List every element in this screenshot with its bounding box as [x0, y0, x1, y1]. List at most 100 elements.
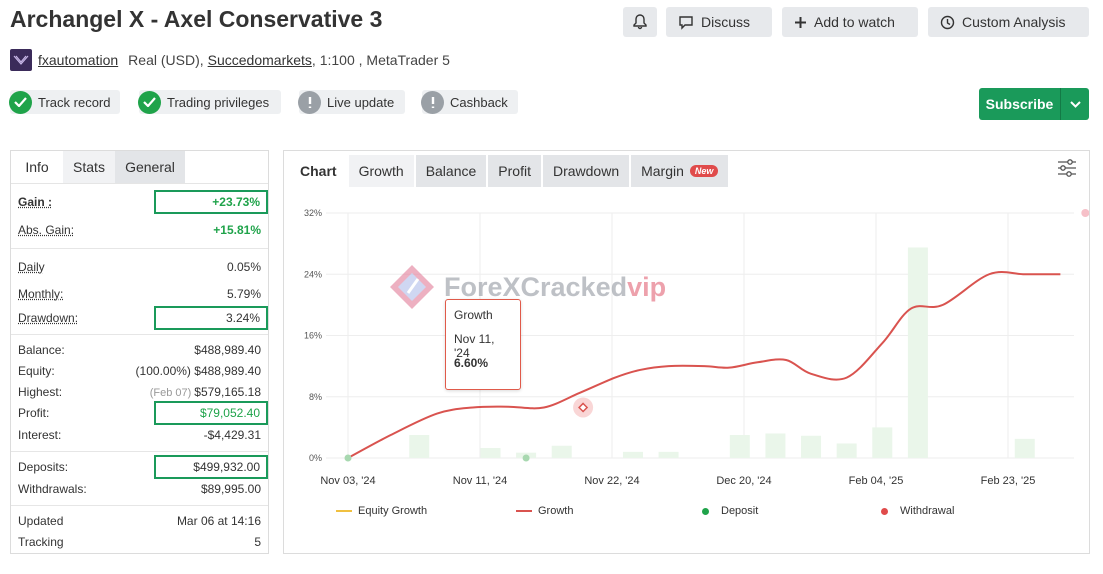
equity-bar: [872, 427, 893, 458]
growth-chart[interactable]: 0% 8% 16% 24% 32% Nov 03, '24 Nov 11, '24 Nov 2…: [284, 191, 1089, 501]
tab-growth[interactable]: Growth: [348, 155, 414, 187]
legend-growth[interactable]: Growth: [516, 505, 573, 517]
legend-withdrawal[interactable]: Withdrawal: [881, 505, 954, 517]
x-tick-label: Nov 11, '24: [453, 475, 507, 487]
stat-equity: Equity: (100.00%) $488,989.40: [18, 361, 261, 381]
chat-icon: [679, 15, 693, 30]
growth-line: [347, 271, 1061, 459]
equity-bar: [622, 451, 643, 458]
legend-deposit[interactable]: Deposit: [702, 505, 758, 517]
equity-bar: [1014, 438, 1035, 458]
discuss-button[interactable]: Discuss: [666, 7, 772, 37]
clock-icon: [940, 15, 955, 29]
stat-label[interactable]: Gain :: [18, 195, 53, 209]
y-tick-label: 24%: [304, 269, 322, 279]
stat-balance: Balance: $488,989.40: [18, 340, 261, 360]
tab-margin[interactable]: Margin New: [631, 155, 729, 187]
stat-label: Deposits:: [18, 460, 69, 474]
exclamation-icon: [298, 90, 321, 114]
verification-badges: Track record Trading privileges Live upd…: [9, 90, 518, 114]
tab-info[interactable]: Info: [11, 151, 63, 183]
custom-analysis-button[interactable]: Custom Analysis: [928, 7, 1089, 37]
tab-drawdown[interactable]: Drawdown: [542, 155, 630, 187]
legend-label: Growth: [538, 505, 574, 517]
badge-label: Track record: [38, 94, 111, 110]
add-to-watch-button[interactable]: Add to watch: [782, 7, 918, 37]
y-tick-label: 16%: [304, 331, 322, 341]
plus-icon: [795, 16, 806, 28]
check-icon: [138, 90, 161, 114]
stat-profit: Profit: $79,052.40: [18, 401, 268, 425]
exclamation-icon: [421, 90, 444, 114]
stat-value: $488,989.40: [194, 364, 261, 378]
account-details: , 1:100 , MetaTrader 5: [311, 52, 450, 68]
x-tick-label: Nov 22, '24: [584, 475, 639, 487]
divider: [11, 505, 268, 506]
stat-value-wrap: (100.00%) $488,989.40: [136, 364, 261, 378]
chart-settings-icon[interactable]: [1057, 159, 1077, 177]
stat-value: +23.73%: [154, 190, 268, 214]
deposit-point: [344, 454, 352, 462]
stat-label: Updated: [18, 514, 64, 528]
stat-daily: Daily 0.05%: [18, 257, 261, 277]
stat-label: Tracking: [18, 535, 64, 549]
stats-panel: Info Stats General Gain : +23.73% Abs. G…: [10, 150, 269, 554]
discuss-label: Discuss: [701, 14, 751, 30]
stat-value: $499,932.00: [154, 455, 268, 479]
tab-margin-label: Margin: [641, 163, 684, 179]
author-link[interactable]: fxautomation: [38, 52, 119, 68]
stats-tabs: Info Stats General: [11, 151, 268, 184]
notification-button[interactable]: [623, 7, 657, 37]
stat-label[interactable]: Monthly:: [18, 287, 64, 301]
watermark-vip: vip: [627, 271, 667, 302]
badge-label: Live update: [327, 94, 395, 110]
avatar[interactable]: [10, 49, 32, 71]
x-tick-label: Dec 20, '24: [716, 475, 771, 487]
equity-bar: [658, 451, 679, 458]
x-tick-label: Feb 04, '25: [849, 475, 904, 487]
x-tick-label: Feb 23, '25: [981, 475, 1036, 487]
badge-cashback[interactable]: Cashback: [421, 90, 518, 114]
chevron-down-icon: [1069, 100, 1081, 108]
stat-label: Highest:: [18, 385, 63, 399]
tab-general[interactable]: General: [115, 151, 185, 183]
x-tick-label: Nov 03, '24: [320, 475, 375, 487]
account-meta: fxautomation Real (USD), Succedomarkets …: [10, 49, 450, 71]
stat-label[interactable]: Drawdown:: [18, 311, 79, 325]
watermark-logo-icon: [390, 265, 434, 309]
page-title: Archangel X - Axel Conservative 3: [10, 6, 383, 32]
divider: [11, 451, 268, 452]
watermark-text: ForeXCrackedvip: [444, 272, 666, 303]
legend-swatch: [881, 507, 888, 515]
watermark-main: ForeXCracked: [444, 271, 628, 302]
legend-swatch: [516, 510, 532, 512]
new-badge: New: [689, 165, 719, 177]
badge-live-update[interactable]: Live update: [298, 90, 405, 114]
stat-value: $89,995.00: [200, 482, 261, 496]
broker-link[interactable]: Succedomarkets: [207, 52, 312, 68]
stat-label[interactable]: Abs. Gain:: [18, 223, 75, 237]
subscribe-button[interactable]: Subscribe: [979, 88, 1061, 120]
watermark: ForeXCrackedvip: [388, 263, 666, 311]
legend-swatch: [336, 510, 352, 512]
stat-updated: Updated Mar 06 at 14:16: [18, 511, 261, 531]
stat-label: Balance:: [18, 343, 65, 357]
tooltip-date: Nov 11, '24: [454, 332, 495, 360]
stat-value: $579,165.18: [194, 385, 261, 399]
stat-value: -$4,429.31: [203, 428, 261, 442]
account-type: Real (USD),: [128, 52, 204, 68]
stat-label[interactable]: Daily: [18, 260, 45, 274]
stat-abs-gain: Abs. Gain: +15.81%: [18, 220, 261, 240]
legend-label: Equity Growth: [358, 505, 428, 517]
stat-value-wrap: (Feb 07) $579,165.18: [150, 385, 261, 399]
badge-trading-privileges[interactable]: Trading privileges: [138, 90, 281, 114]
subscribe-dropdown[interactable]: [1061, 88, 1089, 120]
equity-bar: [409, 435, 430, 458]
tab-balance[interactable]: Balance: [415, 155, 487, 187]
tab-stats[interactable]: Stats: [63, 151, 115, 183]
tab-chart[interactable]: Chart: [290, 155, 347, 187]
stat-value: 3.24%: [154, 306, 268, 330]
tab-profit[interactable]: Profit: [488, 155, 541, 187]
legend-equity-growth[interactable]: Equity Growth: [336, 505, 427, 517]
badge-track-record[interactable]: Track record: [9, 90, 120, 114]
